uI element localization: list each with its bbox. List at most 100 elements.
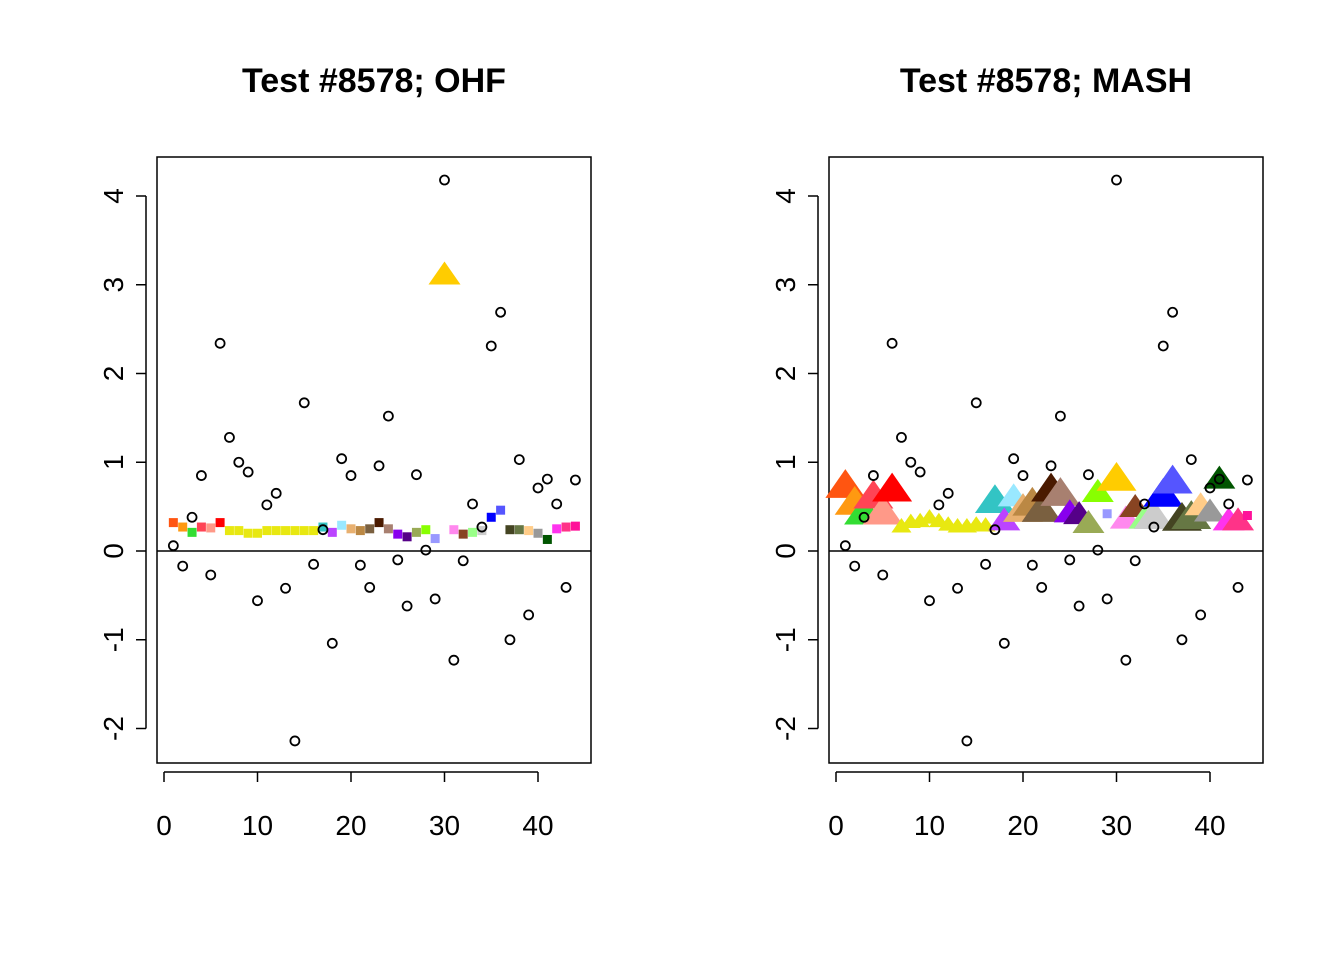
observed-point	[1055, 410, 1066, 422]
observed-point	[858, 511, 870, 523]
observed-point	[298, 397, 310, 409]
square-point	[187, 527, 197, 537]
y-tick-label: -1	[98, 627, 129, 652]
observed-point	[1092, 544, 1104, 556]
observed-point	[289, 735, 301, 747]
observed-point	[1232, 581, 1244, 593]
square-point	[168, 518, 178, 528]
observed-point	[1083, 469, 1094, 481]
observed-point	[214, 337, 226, 349]
observed-point	[504, 634, 516, 646]
square-point	[514, 525, 524, 535]
observed-point	[952, 582, 963, 594]
triangle-point	[1040, 477, 1081, 506]
square-point	[346, 524, 356, 534]
triangle-point	[891, 518, 912, 533]
observed-point	[457, 555, 469, 567]
observed-point	[429, 593, 441, 605]
square-point	[299, 526, 309, 536]
y-tick-label: 1	[770, 454, 801, 470]
observed-point	[205, 569, 217, 581]
observed-point	[886, 337, 898, 349]
square-point	[1102, 509, 1112, 519]
observed-point	[392, 554, 404, 566]
observed-point	[308, 558, 320, 570]
square-point	[224, 526, 234, 536]
x-tick-label: 10	[242, 810, 273, 841]
observed-point	[261, 499, 273, 511]
triangle-point	[1021, 493, 1062, 522]
plot-title: Test #8578; OHF	[242, 62, 506, 100]
plot-panel-1: Test #8578; OHF 0 10 20 30 40 -2 -1 0 1 2 3 4	[98, 62, 592, 841]
observed-point	[961, 735, 973, 747]
observed-point	[970, 397, 982, 409]
square-point	[318, 522, 328, 532]
observed-point	[1008, 453, 1020, 465]
observed-point	[1064, 554, 1076, 566]
observed-point	[998, 637, 1010, 649]
observed-point	[1242, 474, 1253, 486]
triangle-point	[862, 495, 903, 525]
observed-point	[1223, 498, 1235, 510]
observed-point	[373, 460, 385, 472]
observed-point	[345, 470, 357, 481]
observed-point	[411, 469, 422, 481]
square-point	[561, 522, 571, 532]
observed-point	[1129, 555, 1141, 567]
observed-point	[252, 595, 263, 607]
observed-point	[989, 524, 1001, 536]
observed-point	[242, 466, 254, 478]
x-tick-label: 20	[1007, 810, 1038, 841]
observed-point	[336, 453, 348, 465]
observed-point	[364, 581, 376, 593]
observed-point	[177, 560, 189, 572]
y-tick-label: 2	[770, 366, 801, 382]
x-tick-label: 40	[522, 810, 553, 841]
y-tick-label: 0	[98, 543, 129, 559]
observed-point	[570, 474, 581, 486]
observed-point	[1148, 521, 1160, 533]
triangle-point	[872, 472, 913, 502]
square-point	[196, 522, 206, 532]
square-point	[411, 527, 421, 537]
plot-title: Test #8578; MASH	[900, 62, 1192, 100]
observed-point	[914, 466, 926, 478]
y-tick-label: 1	[98, 454, 129, 470]
triangle-point	[428, 261, 461, 285]
observed-point	[1036, 581, 1048, 593]
observed-point	[849, 560, 861, 572]
observed-point	[1017, 470, 1029, 481]
observed-point	[1157, 340, 1169, 352]
observed-point	[420, 544, 432, 556]
square-point	[458, 529, 468, 539]
square-point	[206, 523, 216, 533]
triangle-point	[1072, 509, 1105, 534]
observed-point	[905, 456, 917, 468]
observed-point	[195, 470, 207, 481]
x-tick-label: 40	[1194, 810, 1225, 841]
observed-point	[551, 498, 563, 510]
square-point	[421, 525, 431, 535]
observed-point	[933, 499, 945, 511]
y-tick-label: 3	[98, 277, 129, 293]
observed-point	[1139, 498, 1150, 510]
observed-point	[382, 410, 394, 422]
square-point	[327, 527, 337, 537]
square-point	[430, 534, 440, 544]
observed-point	[1195, 609, 1207, 621]
observed-point	[1167, 306, 1178, 318]
x-tick-label: 30	[429, 810, 460, 841]
square-point	[262, 526, 272, 536]
square-point	[477, 526, 487, 536]
square-point	[552, 524, 562, 534]
y-tick-label: 4	[98, 188, 129, 204]
observed-point	[495, 306, 507, 318]
triangle-point	[1194, 498, 1226, 522]
triangle-point	[1222, 507, 1255, 531]
x-tick-label: 0	[828, 810, 844, 841]
y-tick-label: -1	[770, 627, 801, 652]
square-point	[524, 526, 534, 536]
observed-point	[1213, 473, 1225, 485]
y-tick-label: 2	[98, 366, 129, 382]
observed-point	[439, 174, 450, 186]
